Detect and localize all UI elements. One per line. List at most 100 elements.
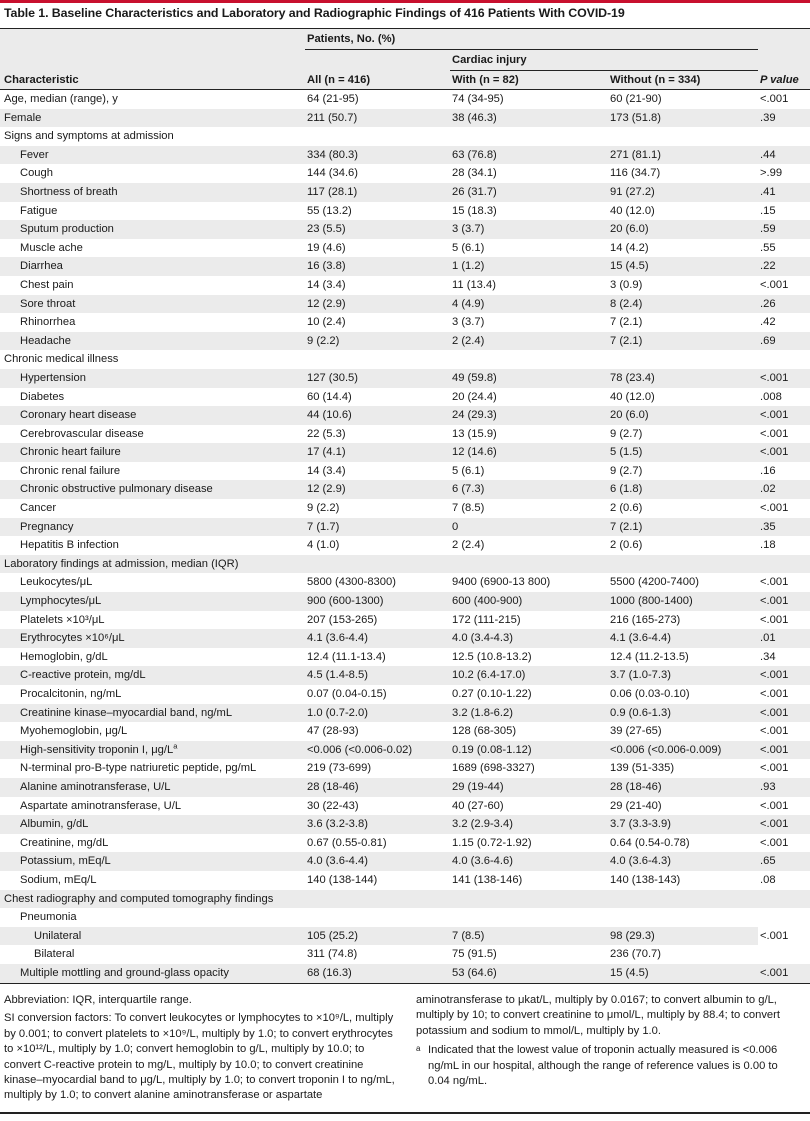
cell-with: 10.2 (6.4-17.0)	[450, 666, 608, 685]
cell-p-value: >.99	[760, 167, 783, 180]
row-label: High-sensitivity troponin I, μg/La	[0, 740, 305, 760]
row-label: Cough	[20, 167, 53, 180]
table-row: Platelets ×10³/μL 207 (153-265) 172 (111-2…	[0, 611, 810, 630]
table-row: Diabetes 60 (14.4) 20 (24.4) 40 (12.0) .008	[0, 388, 810, 407]
table-row: Aspartate aminotransferase, U/L 30 (22-43…	[0, 797, 810, 816]
row-label: Laboratory findings at admission, median…	[0, 554, 305, 574]
si-conversion-left: SI conversion factors: To convert leukoc…	[4, 1012, 395, 1102]
cell-p-value: <.001	[760, 929, 789, 942]
cell-without: 216 (165-273)	[610, 613, 681, 626]
cell-without: 116 (34.7)	[610, 167, 661, 180]
cell-p-value: .59	[758, 220, 810, 239]
cell-all: 127 (30.5)	[305, 368, 450, 388]
cell-all: 12 (2.9)	[305, 480, 450, 500]
patients-header: Patients, No. (%)	[305, 29, 759, 50]
cell-all: 44 (10.6)	[305, 406, 450, 425]
cell-without: 20 (6.0)	[608, 220, 759, 239]
table-row: Sodium, mEq/L 140 (138-144) 141 (138-146) 1…	[0, 871, 810, 890]
cell-without: 3.7 (1.0-7.3)	[608, 666, 759, 685]
row-label: N-terminal pro-B-type natriuretic peptid…	[20, 762, 257, 775]
cell-with: 6 (7.3)	[450, 480, 608, 500]
cell-without: 5 (1.5)	[608, 443, 759, 462]
table-row: Pregnancy 7 (1.7) 0 7 (2.1) .35	[0, 517, 810, 537]
cell-with: 172 (111-215)	[452, 613, 521, 626]
cell-without: 0.9 (0.6-1.3)	[608, 703, 759, 723]
cell-with: 26 (31.7)	[450, 182, 608, 202]
cell-p-value: .26	[758, 294, 810, 314]
table-row: N-terminal pro-B-type natriuretic peptid…	[0, 759, 810, 778]
cell-with: 7 (8.5)	[450, 926, 608, 946]
row-label: Coronary heart disease	[0, 406, 305, 425]
cell-all: 334 (80.3)	[305, 145, 450, 165]
cell-with: 0.27 (0.10-1.22)	[452, 688, 532, 700]
cell-p-value: <.001	[760, 613, 789, 626]
cell-all: 23 (5.5)	[305, 220, 450, 239]
row-label: Erythrocytes ×10⁶/μL	[0, 629, 305, 648]
table-row: Creatinine, mg/dL 0.67 (0.55-0.81) 1.15 (0…	[0, 834, 810, 853]
row-label: Rhinorrhea	[20, 316, 76, 329]
cell-without: 98 (29.3)	[608, 926, 759, 946]
cell-all: 14 (3.4)	[307, 464, 346, 477]
cell-p-value: <.001	[760, 725, 789, 738]
row-label: Chest pain	[20, 278, 74, 291]
cell-all: 140 (138-144)	[307, 873, 378, 886]
cell-p-value: <.001	[758, 703, 810, 723]
cell-all: 311 (74.8)	[307, 948, 358, 961]
cell-all	[305, 554, 450, 574]
cell-p-value: .16	[760, 464, 776, 477]
cell-with: 38 (46.3)	[450, 108, 608, 128]
cell-without: 5500 (4200-7400)	[610, 576, 699, 589]
cell-without: 4.1 (3.6-4.4)	[608, 629, 759, 648]
cell-without	[608, 554, 759, 574]
cell-p-value: <.001	[760, 278, 789, 291]
row-label: Creatinine, mg/dL	[20, 836, 109, 849]
cell-without: <0.006 (<0.006-0.009)	[608, 740, 759, 760]
row-label: Leukocytes/μL	[20, 576, 93, 589]
cell-without: 28 (18-46)	[608, 777, 759, 797]
table-row: Age, median (range), y 64 (21-95) 74 (34-9…	[0, 90, 810, 109]
cell-all	[305, 908, 450, 927]
col-without: Without (n = 334)	[608, 70, 759, 90]
cell-without: 4.0 (3.6-4.3)	[608, 852, 759, 871]
cell-with: 11 (13.4)	[452, 278, 496, 291]
table-row: Diarrhea 16 (3.8) 1 (1.2) 15 (4.5) .22	[0, 257, 810, 276]
header-row-1: Patients, No. (%)	[0, 29, 810, 50]
cell-p-value: .008	[760, 390, 782, 403]
table-row: Muscle ache 19 (4.6) 5 (6.1) 14 (4.2) .55	[0, 239, 810, 258]
cell-without: 3.7 (3.3-3.9)	[608, 815, 759, 834]
cell-all: 12.4 (11.1-13.4)	[307, 650, 386, 663]
cell-without: 60 (21-90)	[610, 93, 662, 105]
cell-all: 47 (28-93)	[307, 725, 359, 738]
footer-left: Abbreviation: IQR, interquartile range. …	[4, 993, 404, 1104]
header-row-2: Cardiac injury	[0, 49, 810, 71]
cell-p-value: <.001	[758, 666, 810, 685]
cell-p-value: <.001	[760, 799, 789, 812]
table-title: Table 1. Baseline Characteristics and La…	[4, 6, 625, 20]
cell-with: 24 (29.3)	[450, 406, 608, 425]
cell-all: 211 (50.7)	[305, 108, 450, 128]
cell-p-value: .41	[758, 182, 810, 202]
table-row: Chest radiography and computed tomograph…	[0, 889, 810, 909]
row-label: Headache	[0, 331, 305, 351]
cell-without: 29 (21-40)	[610, 799, 662, 812]
cell-p-value: .69	[758, 331, 810, 351]
row-label: Chest radiography and computed tomograph…	[0, 889, 305, 909]
cell-p-value: <.001	[758, 406, 810, 425]
cell-with: 3.2 (1.8-6.2)	[450, 703, 608, 723]
table-row: Alanine aminotransferase, U/L 28 (18-46) 2…	[0, 777, 810, 797]
cell-all: <0.006 (<0.006-0.02)	[305, 740, 450, 760]
row-label: Sodium, mEq/L	[20, 873, 97, 886]
cell-all: 10 (2.4)	[307, 316, 346, 329]
header-row-3: Characteristic All (n = 416) With (n = 8…	[0, 70, 810, 90]
cell-all: 207 (153-265)	[307, 613, 378, 626]
cell-all: 4 (1.0)	[307, 539, 340, 552]
cell-without: 9 (2.7)	[610, 464, 643, 477]
si-conversion-right: aminotransferase to μkat/L, multiply by …	[416, 994, 780, 1037]
cell-without: 15 (4.5)	[608, 963, 759, 984]
row-label: Cancer	[20, 502, 57, 515]
row-label: Albumin, g/dL	[0, 815, 305, 834]
table-row: Headache 9 (2.2) 2 (2.4) 7 (2.1) .69	[0, 331, 810, 351]
cell-p-value: .39	[758, 108, 810, 128]
cell-all: 14 (3.4)	[307, 278, 346, 291]
cell-all: 17 (4.1)	[305, 443, 450, 462]
